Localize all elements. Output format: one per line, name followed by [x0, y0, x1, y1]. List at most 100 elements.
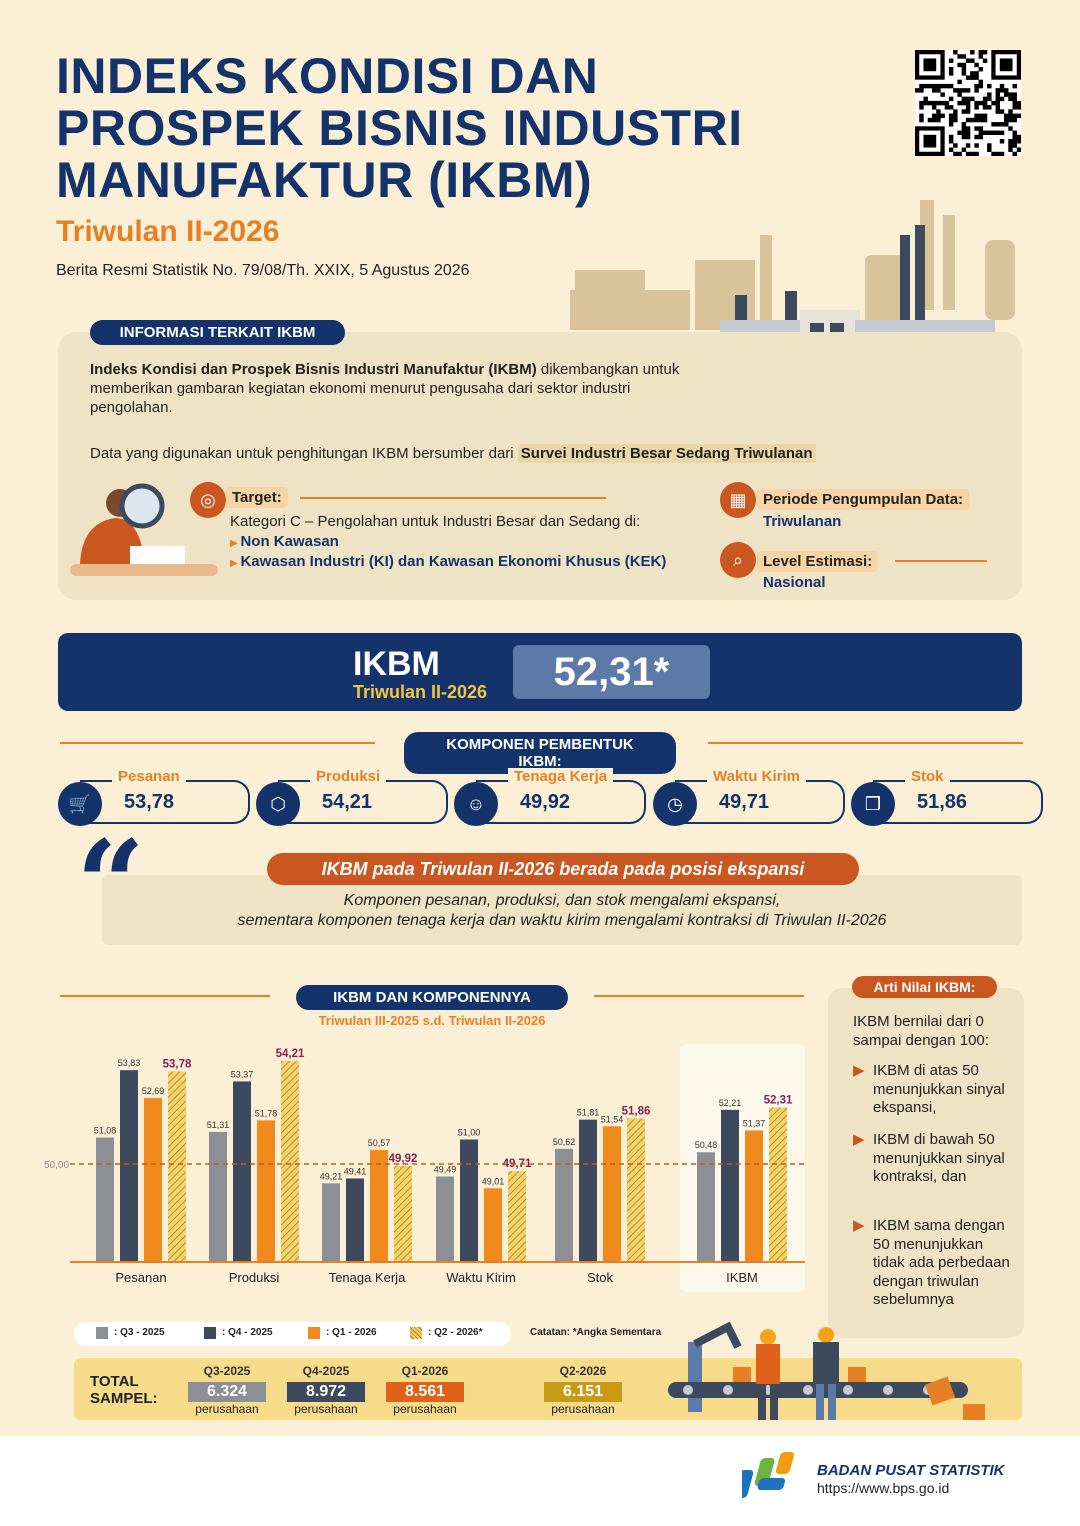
bar-value-label: 51,31	[207, 1120, 230, 1130]
komponen-label: Produksi	[310, 768, 387, 785]
bar-stok-s1	[579, 1119, 597, 1262]
arti-intro: IKBM bernilai dari 0 sampai dengan 100:	[853, 1013, 989, 1049]
komponen-divider-right	[708, 742, 1023, 744]
sample-count: 6.151	[544, 1382, 622, 1402]
sample-item-q3-2025: Q3-2025 6.324 perusahaan	[188, 1358, 266, 1420]
boxes-icon: ❒	[851, 782, 895, 826]
bar-value-label: 51,08	[94, 1126, 117, 1136]
bar-produksi-s1	[233, 1081, 251, 1262]
bar-produksi-s0	[209, 1131, 227, 1262]
legend-swatch	[204, 1327, 216, 1339]
quote-line2: sementara komponen tenaga kerja dan wakt…	[237, 912, 887, 929]
bar-value-label: 49,41	[344, 1166, 367, 1176]
komponen-value: 49,71	[719, 791, 770, 813]
legend-label: : Q3 - 2025	[114, 1327, 165, 1338]
bar-waktu-kirim-s2	[484, 1188, 502, 1262]
qr-code-icon[interactable]	[915, 50, 1022, 157]
komponen-value: 53,78	[124, 791, 175, 813]
footer-org: BADAN PUSAT STATISTIK	[817, 1462, 1005, 1479]
sample-item-q2-2026: Q2-2026 6.151 perusahaan	[544, 1358, 622, 1420]
sample-unit: perusahaan	[393, 1402, 457, 1416]
chart-title: IKBM DAN KOMPONENNYA	[296, 985, 568, 1010]
legend-label: : Q2 - 2026*	[428, 1327, 483, 1338]
chart-divider-right	[594, 995, 804, 997]
sample-item-q4-2025: Q4-2025 8.972 perusahaan	[287, 1358, 365, 1420]
sample-label: TOTAL SAMPEL:	[90, 1373, 158, 1407]
komponen-card-pesanan: 🛒 Pesanan 53,78	[58, 768, 250, 826]
bar-waktu-kirim-s3	[508, 1171, 526, 1262]
researcher-illustration	[70, 483, 218, 576]
category-label: Tenaga Kerja	[329, 1270, 406, 1285]
bar-value-label: 51,54	[601, 1114, 624, 1124]
bar-value-label: 53,78	[163, 1058, 192, 1070]
sample-unit: perusahaan	[551, 1402, 615, 1416]
komponen-value: 51,86	[917, 791, 968, 813]
bar-ikbm-s1	[721, 1109, 739, 1262]
periode-value: Triwulanan	[763, 513, 842, 530]
footer-url[interactable]: https://www.bps.go.id	[817, 1480, 950, 1496]
category-label: Waktu Kirim	[446, 1270, 516, 1285]
periode-label: Periode Pengumpulan Data:	[757, 489, 970, 510]
komponen-label: Waktu Kirim	[707, 768, 806, 785]
search-icon: ⌕	[720, 542, 756, 578]
target-label: Target:	[226, 487, 288, 508]
clock-icon: ◷	[653, 782, 697, 826]
bar-value-label: 53,83	[118, 1058, 141, 1068]
page-title: INDEKS KONDISI DAN PROSPEK BISNIS INDUST…	[56, 48, 743, 208]
arti-bullet-3: ▶ IKBM sama dengan 50 menunjukkan tidak a…	[853, 1217, 1010, 1308]
sample-item-q1-2026: Q1-2026 8.561 perusahaan	[386, 1358, 464, 1420]
sample-quarter: Q4-2025	[302, 1364, 350, 1378]
chart-legend	[74, 1322, 511, 1346]
sample-unit: perusahaan	[294, 1402, 358, 1416]
ikbm-value-box: 52,31*	[513, 645, 710, 699]
category-label: Pesanan	[115, 1270, 166, 1285]
bar-value-label: 51,37	[743, 1118, 766, 1128]
release-number: Berita Resmi Statistik No. 79/08/Th. XXI…	[56, 262, 470, 279]
arti-bullet-2: ▶ IKBM di bawah 50 menunjukkan sinyal kon…	[853, 1131, 1005, 1185]
bar-value-label: 52,21	[719, 1098, 742, 1108]
bar-tenaga-kerja-s1	[346, 1178, 364, 1262]
bar-value-label: 51,78	[255, 1108, 278, 1118]
bar-stok-s0	[555, 1148, 573, 1262]
bar-produksi-s2	[257, 1120, 275, 1262]
komponen-card-produksi: ⬡ Produksi 54,21	[256, 768, 448, 826]
bar-waktu-kirim-s0	[436, 1176, 454, 1262]
assembly-line-illustration	[668, 1322, 985, 1420]
ikbm-bar-chart: 51,08 53,83 52,69 53,78 Pesanan 51,31 53,37 51,…	[44, 1044, 805, 1292]
komponen-divider-left	[60, 742, 375, 744]
komponen-label: Stok	[905, 768, 950, 785]
komponen-value: 54,21	[322, 791, 373, 813]
bar-pesanan-s3	[168, 1071, 186, 1262]
bar-value-label: 49,21	[320, 1171, 343, 1181]
bar-value-label: 50,48	[695, 1140, 718, 1150]
chart-subtitle: Triwulan III-2025 s.d. Triwulan II-2026	[318, 1013, 546, 1028]
level-divider	[895, 560, 987, 562]
level-value: Nasional	[763, 574, 826, 591]
bar-waktu-kirim-s1	[460, 1139, 478, 1262]
target-divider	[300, 497, 606, 499]
komponen-card-tenaga-kerja: ☺ Tenaga Kerja 49,92	[454, 768, 646, 826]
bar-value-label: 51,86	[622, 1105, 651, 1117]
sample-unit: perusahaan	[195, 1402, 259, 1416]
arti-pill: Arti Nilai IKBM:	[852, 976, 997, 998]
bar-value-label: 49,49	[434, 1164, 457, 1174]
komponen-label: Pesanan	[112, 768, 186, 785]
cart-icon: 🛒	[58, 782, 102, 826]
bar-ikbm-s3	[769, 1107, 787, 1262]
reference-label: 50,00	[44, 1160, 69, 1171]
bar-value-label: 54,21	[276, 1048, 305, 1060]
category-label: Stok	[587, 1270, 614, 1285]
chart-divider-left	[60, 995, 270, 997]
bar-value-label: 50,57	[368, 1138, 391, 1148]
legend-swatch	[96, 1327, 108, 1339]
bar-value-label: 53,37	[231, 1069, 254, 1079]
bar-tenaga-kerja-s0	[322, 1183, 340, 1262]
quote-headline: IKBM pada Triwulan II-2026 berada pada p…	[267, 853, 859, 885]
bar-stok-s3	[627, 1118, 645, 1262]
bar-tenaga-kerja-s2	[370, 1150, 388, 1262]
sample-quarter: Q1-2026	[401, 1364, 449, 1378]
bar-tenaga-kerja-s3	[394, 1165, 412, 1262]
category-label: Produksi	[229, 1270, 280, 1285]
target-text: Kategori C – Pengolahan untuk Industri B…	[230, 513, 641, 530]
target-icon: ◎	[190, 482, 226, 518]
